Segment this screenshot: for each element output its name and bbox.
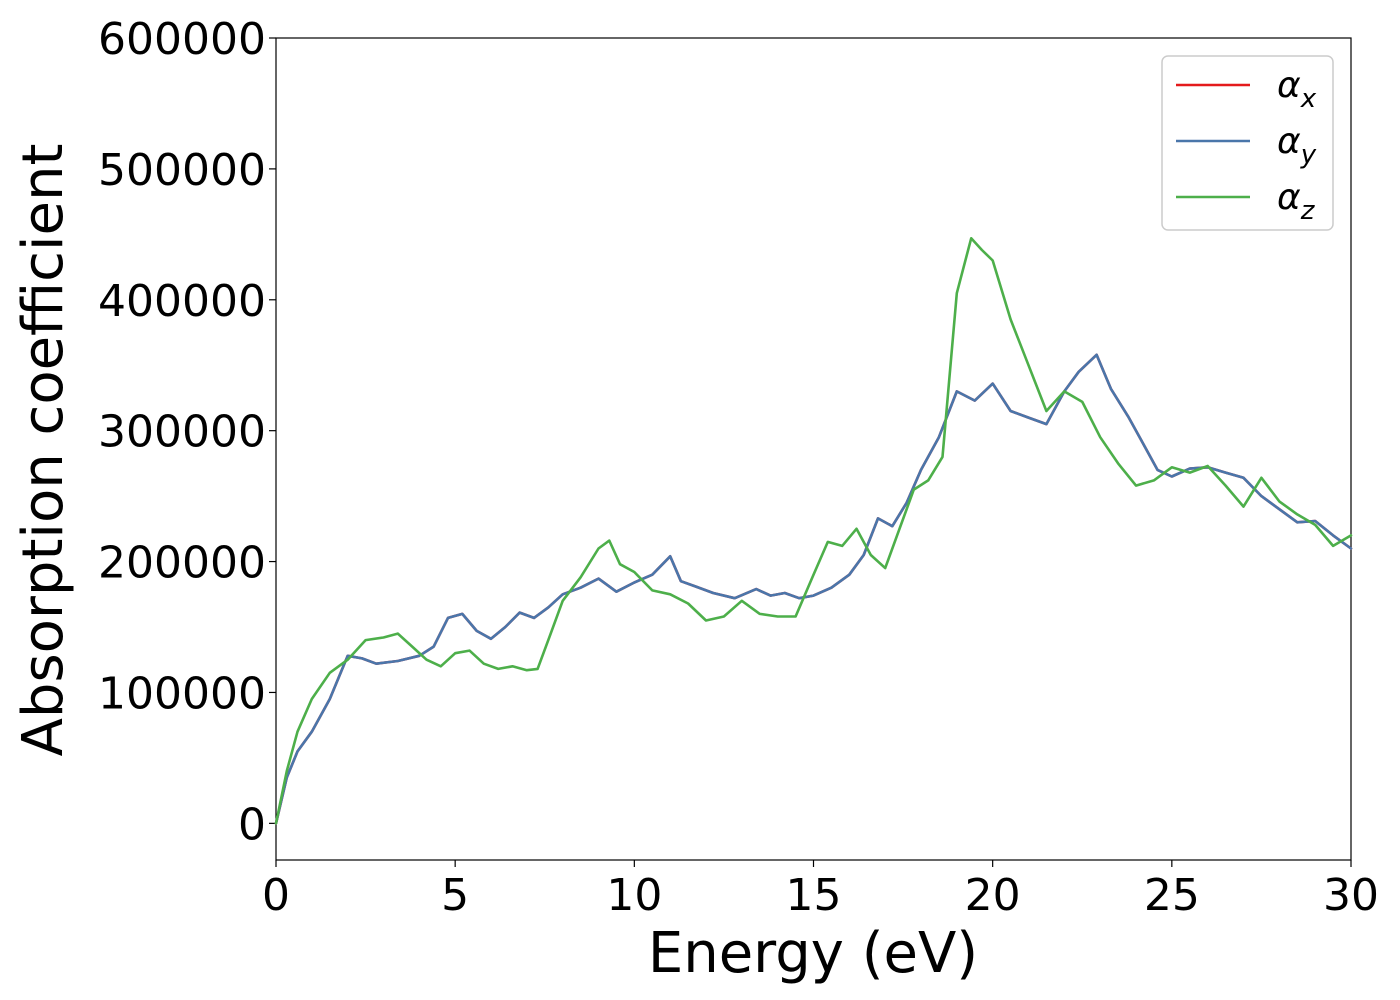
legend-label-subscript: z [1300,196,1316,226]
x-axis-label: Energy (eV) [648,921,978,986]
x-tick-label: 5 [441,870,469,921]
legend-label-base: α [1277,65,1301,106]
legend-box [1161,55,1334,231]
legend-label-subscript: y [1300,140,1317,170]
legend-label-base: α [1277,121,1301,162]
series-line-z [274,237,1353,825]
x-tick-label: 15 [786,870,842,921]
y-tick-label: 400000 [98,276,266,327]
x-tick-label: 0 [262,870,290,921]
x-tick-label: 25 [1144,870,1200,921]
series-layer [274,237,1353,825]
y-axis-label: Absorption coefficient [11,144,76,757]
y-tick-label: 0 [238,799,266,850]
x-tick-label: 30 [1323,870,1379,921]
x-tick-label: 20 [965,870,1021,921]
legend-label-y: αy [1277,121,1317,170]
y-tick-label: 100000 [98,668,266,719]
y-tick-label: 200000 [98,538,266,589]
y-tick-label: 600000 [98,14,266,65]
axis-ticks: 0 5 10 15 20 25 30 0 100000 200000 300000 400000 500… [98,14,1379,921]
y-tick-label: 300000 [98,407,266,458]
y-tick-label: 500000 [98,145,266,196]
legend-label-subscript: x [1300,84,1317,114]
legend-label-x: αx [1277,65,1317,114]
legend-label-z: αz [1277,177,1316,226]
legend-label-base: α [1277,177,1301,218]
series-line-y [274,353,1353,825]
x-tick-label: 10 [606,870,662,921]
